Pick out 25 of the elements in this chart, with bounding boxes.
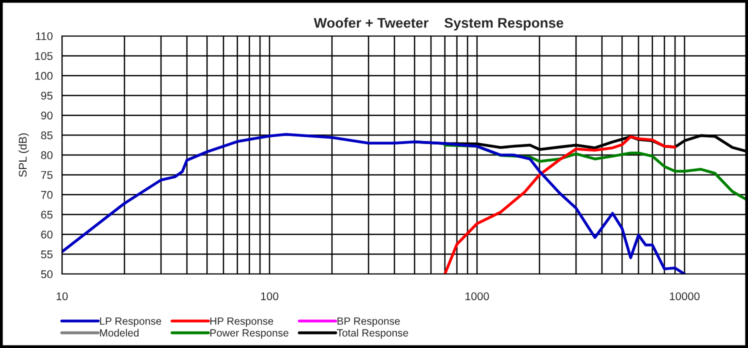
x-tick-label: 1000 (466, 292, 489, 300)
legend-label: Modeled (100, 328, 139, 337)
legend-label: Power Response (210, 329, 288, 339)
y-tick-label: 80 (41, 151, 53, 160)
y-tick-label: 85 (41, 131, 53, 140)
y-tick-label: 50 (41, 270, 53, 278)
y-tick-label: 70 (41, 190, 53, 199)
legend-label: BP Response (338, 318, 400, 327)
y-tick-label: 55 (41, 250, 53, 258)
x-tick-label: 100 (261, 292, 278, 300)
y-tick-label: 105 (35, 52, 53, 60)
y-tick-label: 110 (36, 32, 53, 40)
y-tick-label: 95 (41, 92, 53, 100)
x-tick-label: 10 (56, 292, 68, 300)
y-tick-label: 90 (41, 112, 53, 120)
y-tick-label: 65 (41, 210, 53, 219)
chart-title: Woofer + Tweeter System Response (314, 18, 564, 31)
legend-label: Total Response (336, 328, 408, 339)
x-tick-label: 10000 (670, 292, 700, 300)
y-tick-label: 100 (35, 72, 53, 80)
legend-label: LP Response (100, 318, 162, 327)
y-tick-label: 75 (41, 171, 53, 179)
y-tick-label: 60 (41, 230, 53, 238)
y-axis-title: SPL (dB) (18, 133, 29, 177)
legend-label: HP Response (210, 318, 274, 327)
